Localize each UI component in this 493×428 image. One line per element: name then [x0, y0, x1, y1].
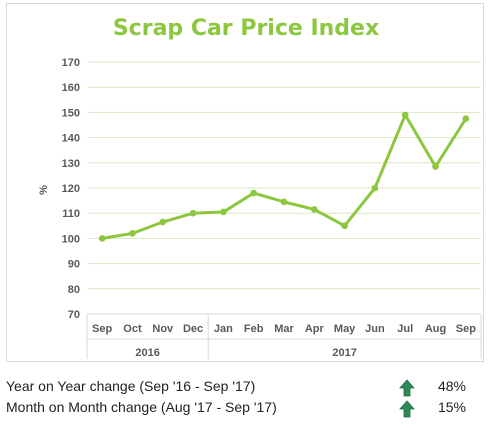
- chart-frame: Scrap Car Price Index % 70 80 90 100 110 120 1…: [6, 3, 484, 362]
- x-tick-label: Nov: [152, 323, 174, 335]
- summary-value: 15%: [437, 399, 466, 415]
- data-point: [311, 206, 318, 213]
- data-point: [129, 230, 136, 237]
- summary-row-year: Year on Year change (Sep '16 - Sep '17) …: [6, 378, 486, 398]
- y-tick-label: 130: [62, 158, 80, 170]
- data-point: [159, 218, 167, 226]
- summary-value: 48%: [437, 378, 466, 394]
- data-point: [280, 198, 288, 206]
- x-tick-label: May: [334, 323, 356, 335]
- chart-title: Scrap Car Price Index: [113, 16, 379, 41]
- x-tick-label: Feb: [244, 323, 264, 335]
- data-point: [341, 222, 348, 230]
- x-tick-label: Oct: [123, 323, 142, 335]
- chart-svg: Scrap Car Price Index % 70 80 90 100 110 120 1…: [38, 16, 482, 359]
- y-tick-label: 70: [68, 309, 80, 321]
- y-tick-label: 140: [62, 133, 80, 145]
- series-line: [101, 113, 468, 240]
- data-point: [98, 235, 106, 242]
- y-tick-label: 170: [62, 57, 80, 69]
- data-point: [462, 115, 470, 122]
- summary-label: Year on Year change (Sep '16 - Sep '17): [6, 378, 256, 394]
- summary-row-month: Month on Month change (Aug '17 - Sep '17…: [6, 399, 486, 419]
- data-point: [250, 189, 257, 197]
- y-tick-label: 120: [62, 183, 80, 195]
- y-axis-label: %: [38, 185, 50, 195]
- x-tick-label: Sep: [456, 323, 476, 335]
- y-tick-labels: 70 80 90 100 110 120 130 140 150 160 170: [62, 57, 80, 321]
- y-tick-label: 90: [68, 259, 80, 271]
- x-tick-label: Dec: [183, 323, 203, 335]
- x-tick-label: Jun: [365, 323, 385, 335]
- grid-lines: [87, 61, 481, 315]
- y-tick-label: 150: [62, 107, 80, 119]
- x-tick-label: Apr: [305, 323, 325, 335]
- x-tick-label: Jul: [397, 323, 413, 335]
- x-axis: Sep Oct Nov Dec Jan Feb Mar Apr May Jun Jul Aug Sep 2…: [86, 313, 482, 359]
- data-point: [220, 208, 227, 216]
- series: [98, 111, 470, 242]
- x-tick-label: Aug: [425, 323, 446, 335]
- y-tick-label: 80: [68, 284, 80, 296]
- year-group-label: 2017: [332, 347, 356, 359]
- data-point: [371, 184, 379, 192]
- data-point: [401, 111, 409, 119]
- data-point: [189, 209, 197, 217]
- year-group-label: 2016: [135, 347, 159, 359]
- up-arrow-icon: [399, 379, 415, 397]
- y-tick-label: 160: [62, 82, 80, 94]
- summary-label: Month on Month change (Aug '17 - Sep '17…: [6, 399, 277, 415]
- y-tick-label: 100: [62, 233, 80, 245]
- up-arrow-icon: [399, 400, 415, 418]
- y-tick-label: 110: [62, 208, 80, 220]
- x-tick-label: Sep: [92, 323, 112, 335]
- data-point: [432, 163, 439, 170]
- x-tick-label: Mar: [274, 323, 294, 335]
- x-tick-label: Jan: [214, 323, 233, 335]
